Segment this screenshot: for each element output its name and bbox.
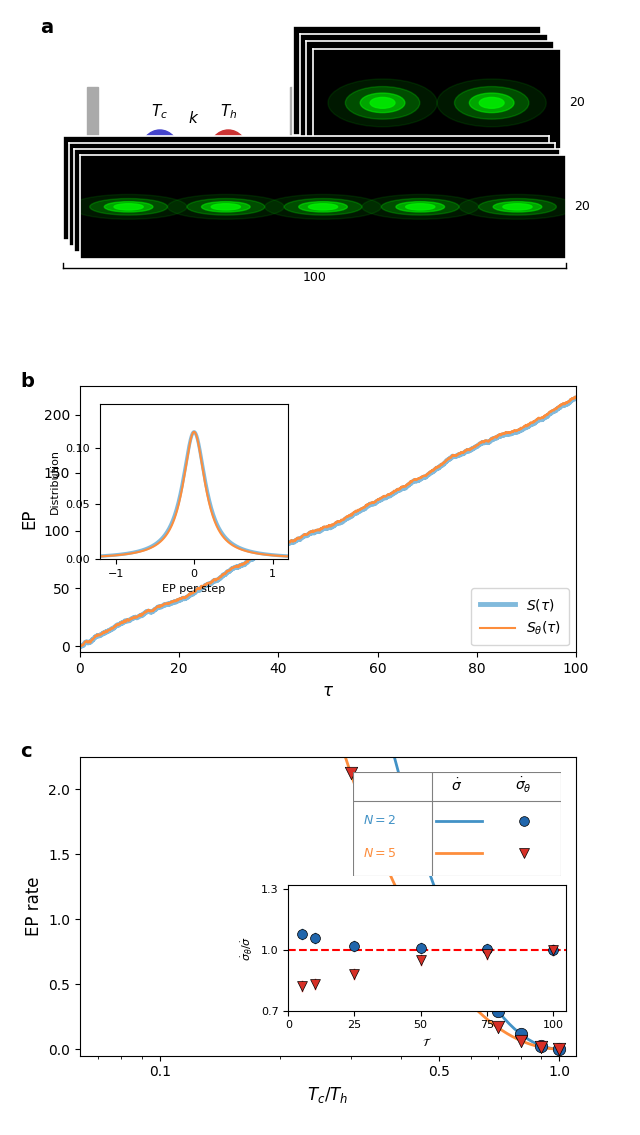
Point xyxy=(554,1040,564,1058)
Point xyxy=(466,960,476,978)
Circle shape xyxy=(104,202,153,212)
$S_{\theta}(\tau)$ xyxy=(558,397,566,411)
Circle shape xyxy=(381,199,459,216)
$S(\tau)$ xyxy=(317,523,325,537)
Point xyxy=(275,499,285,518)
Circle shape xyxy=(479,199,556,216)
Circle shape xyxy=(168,194,284,219)
X-axis label: $\tau$: $\tau$ xyxy=(322,681,334,699)
Text: $z_1$: $z_1$ xyxy=(130,217,145,232)
Point xyxy=(396,888,406,906)
Y-axis label: EP: EP xyxy=(20,508,38,529)
Point xyxy=(554,1040,564,1058)
Circle shape xyxy=(406,203,435,210)
$S(\tau)$ xyxy=(557,400,565,413)
Circle shape xyxy=(211,203,241,210)
Circle shape xyxy=(479,98,504,108)
$S(\tau)$ xyxy=(571,392,579,405)
Point xyxy=(275,83,285,101)
Point xyxy=(434,891,444,909)
Text: a: a xyxy=(40,17,54,36)
Text: b: b xyxy=(20,372,35,392)
Point xyxy=(516,1032,526,1050)
Point xyxy=(466,995,476,1014)
Point xyxy=(516,1025,526,1043)
Point xyxy=(536,1036,547,1054)
Polygon shape xyxy=(87,87,99,217)
Point xyxy=(396,771,406,789)
Circle shape xyxy=(187,199,265,216)
Circle shape xyxy=(346,86,420,119)
Polygon shape xyxy=(290,87,301,217)
Point xyxy=(346,764,356,782)
Circle shape xyxy=(202,202,250,212)
Text: $k$: $k$ xyxy=(188,110,200,126)
Point xyxy=(346,552,356,570)
$S_{\theta}(\tau)$ xyxy=(557,397,565,411)
$S_{\theta}(\tau)$ xyxy=(102,625,109,639)
$S_{\theta}(\tau)$ xyxy=(304,527,312,540)
Line: $S_{\theta}(\tau)$: $S_{\theta}(\tau)$ xyxy=(80,396,576,647)
Text: $z_2$: $z_2$ xyxy=(232,217,247,232)
Text: 100: 100 xyxy=(303,271,326,284)
$S(\tau)$ xyxy=(304,528,312,541)
$S_{\theta}(\tau)$ xyxy=(467,443,474,456)
$S_{\theta}(\tau)$ xyxy=(76,640,84,654)
Circle shape xyxy=(90,199,168,216)
Circle shape xyxy=(328,79,437,127)
Circle shape xyxy=(284,199,362,216)
$S_{\theta}(\tau)$ xyxy=(572,390,580,404)
$S_{\theta}(\tau)$ xyxy=(572,389,580,403)
$S(\tau)$ xyxy=(76,640,84,654)
$S_{\theta}(\tau)$ xyxy=(317,522,325,536)
Text: $T_h$: $T_h$ xyxy=(220,102,237,121)
Text: 40: 40 xyxy=(419,169,435,183)
Circle shape xyxy=(308,203,338,210)
$S(\tau)$ xyxy=(558,398,566,412)
$S(\tau)$ xyxy=(102,625,109,639)
Text: c: c xyxy=(20,741,32,760)
Circle shape xyxy=(114,203,143,210)
Circle shape xyxy=(140,131,179,174)
Circle shape xyxy=(454,86,529,119)
Circle shape xyxy=(396,202,445,212)
Y-axis label: EP rate: EP rate xyxy=(25,876,43,936)
Circle shape xyxy=(299,202,348,212)
Circle shape xyxy=(70,194,187,219)
Circle shape xyxy=(265,194,381,219)
Point xyxy=(493,1001,503,1019)
Circle shape xyxy=(493,202,542,212)
Circle shape xyxy=(503,203,532,210)
Circle shape xyxy=(360,93,405,112)
$S(\tau)$ xyxy=(572,392,580,405)
Circle shape xyxy=(209,131,248,174)
Circle shape xyxy=(459,194,576,219)
Circle shape xyxy=(469,93,514,112)
Legend: $S(\tau)$, $S_{\theta}(\tau)$: $S(\tau)$, $S_{\theta}(\tau)$ xyxy=(472,588,569,646)
Circle shape xyxy=(370,98,395,108)
Text: 20: 20 xyxy=(574,201,589,213)
$S(\tau)$ xyxy=(467,443,474,456)
Point xyxy=(225,226,236,244)
Point xyxy=(434,956,444,974)
Circle shape xyxy=(362,194,479,219)
X-axis label: $T_c/T_h$: $T_c/T_h$ xyxy=(307,1085,349,1104)
Text: $T_c$: $T_c$ xyxy=(151,102,168,121)
Line: $S(\tau)$: $S(\tau)$ xyxy=(80,398,576,647)
Point xyxy=(536,1039,547,1057)
Text: 20: 20 xyxy=(569,96,585,109)
Point xyxy=(493,1018,503,1036)
Circle shape xyxy=(437,79,546,127)
